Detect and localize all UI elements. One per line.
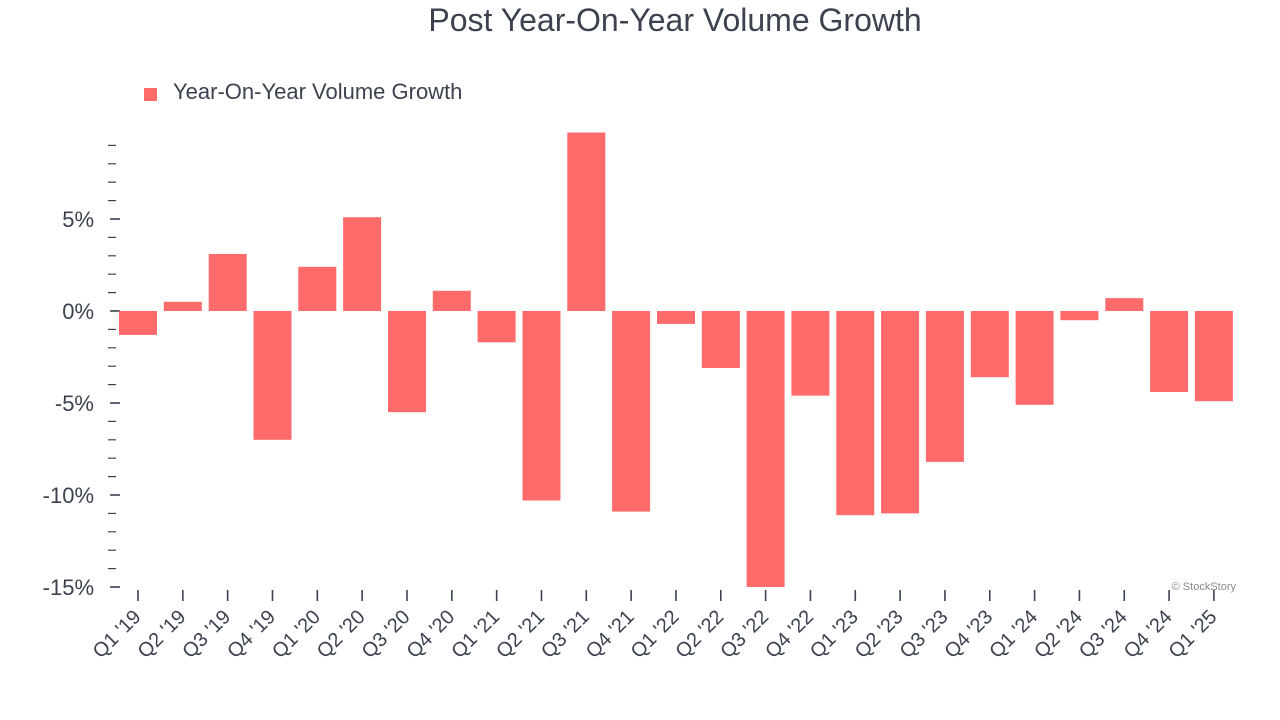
bar (970, 311, 1009, 378)
bar (925, 311, 964, 462)
x-tick-label: Q1 '25 (1165, 606, 1222, 663)
bar (253, 311, 292, 440)
bar (119, 311, 157, 335)
x-tick-label: Q2 '20 (313, 606, 370, 663)
bar (298, 266, 337, 311)
x-tick-label: Q3 '23 (896, 606, 953, 663)
bar (388, 311, 426, 413)
bar (836, 311, 875, 516)
watermark: © StockStory (1172, 581, 1237, 593)
x-tick-label: Q4 '23 (941, 606, 998, 663)
bar (1060, 311, 1099, 321)
x-tick-label: Q1 '19 (89, 606, 146, 663)
x-tick-label: Q2 '23 (851, 606, 908, 663)
x-tick-label: Q3 '20 (358, 606, 415, 663)
bars (119, 132, 1233, 587)
x-tick-label: Q4 '21 (582, 606, 639, 663)
bar (1150, 311, 1189, 392)
y-tick-label: -10% (43, 483, 94, 508)
x-tick-label: Q3 '19 (178, 606, 235, 663)
x-tick-label: Q4 '20 (403, 606, 460, 663)
chart-title: Post Year-On-Year Volume Growth (428, 2, 922, 38)
x-tick-label: Q1 '20 (268, 606, 325, 663)
bar (612, 311, 651, 512)
bar (1105, 298, 1144, 311)
legend-label: Year-On-Year Volume Growth (173, 79, 462, 104)
x-tick-label: Q3 '21 (537, 606, 594, 663)
x-tick-label: Q2 '21 (492, 606, 549, 663)
bar (208, 254, 247, 311)
x-tick-label: Q4 '24 (1120, 606, 1177, 663)
bar (746, 311, 785, 587)
bar (1015, 311, 1054, 405)
y-tick-label: -5% (55, 391, 94, 416)
x-tick-label: Q4 '22 (761, 606, 818, 663)
bar (657, 311, 695, 324)
x-tick-label: Q2 '22 (672, 606, 729, 663)
legend-swatch (144, 88, 157, 101)
bar (163, 301, 202, 311)
x-tick-label: Q2 '24 (1030, 606, 1087, 663)
y-tick-label: 5% (62, 207, 94, 232)
x-tick-label: Q1 '24 (985, 606, 1042, 663)
x-tick-label: Q1 '23 (806, 606, 863, 663)
x-tick-label: Q1 '22 (627, 606, 684, 663)
bar (343, 217, 382, 311)
bar (477, 311, 516, 343)
y-tick-label: -15% (43, 575, 94, 600)
bar (567, 132, 606, 311)
bar (522, 311, 561, 501)
x-tick-label: Q3 '24 (1075, 606, 1132, 663)
x-tick-label: Q1 '21 (447, 606, 504, 663)
legend: Year-On-Year Volume Growth (144, 79, 462, 104)
bar (701, 311, 740, 368)
bar (791, 311, 830, 396)
x-tick-label: Q3 '22 (716, 606, 773, 663)
bar (881, 311, 920, 514)
y-axis: 5% 0% -5% -10% -15% (43, 144, 120, 600)
x-tick-label: Q4 '19 (223, 606, 280, 663)
y-tick-label: 0% (62, 299, 94, 324)
bar (432, 290, 471, 311)
x-tick-label: Q2 '19 (134, 606, 191, 663)
bar (1194, 311, 1233, 402)
